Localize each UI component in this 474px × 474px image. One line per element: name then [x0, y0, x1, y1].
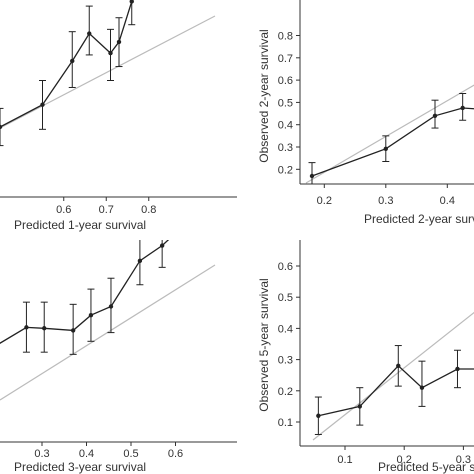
data-point — [357, 404, 362, 409]
y-tick-label: 0.4 — [278, 323, 293, 335]
x-axis-label: Predicted 2-year survival — [364, 212, 474, 226]
panel-3-year: 0.3 0.4 0.5 0.6 Predicted 3-year survival — [0, 202, 237, 474]
x-axis-label: Predicted 5-year survival — [378, 460, 474, 474]
x-tick-label: 0.8 — [141, 204, 156, 216]
panel-2-year: 0.20.30.40.50.20.30.40.50.60.70.8Predict… — [257, 0, 474, 226]
data-point — [137, 258, 143, 264]
y-axis-label: Observed 5-year survival — [257, 278, 271, 411]
y-tick-label: 0.7 — [278, 53, 293, 65]
x-tick-label: 0.7 — [99, 204, 114, 216]
reference-line — [305, 84, 474, 184]
data-point — [129, 0, 134, 4]
data-point — [455, 366, 460, 372]
data-point — [108, 304, 114, 309]
plot-area — [0, 202, 216, 401]
plot-area — [305, 84, 474, 184]
data-point — [0, 124, 3, 130]
x-tick-label: 0.3 — [456, 454, 471, 466]
y-tick-label: 0.2 — [278, 164, 293, 176]
x-tick-label: 0.3 — [378, 195, 393, 207]
data-point — [40, 102, 45, 107]
y-tick-label: 0.3 — [278, 355, 293, 367]
x-tick-label: 0.2 — [397, 454, 412, 466]
x-axis-label: Predicted 1-year survival — [14, 218, 146, 232]
panel-1-year: 0.6 0.7 0.8 Predicted 1-year survival — [0, 0, 237, 232]
x-tick-label: 0.3 — [34, 448, 49, 460]
y-tick-label: 0.6 — [278, 261, 293, 273]
x-tick-label: 0.4 — [440, 195, 455, 207]
data-point — [70, 58, 75, 64]
y-tick-label: 0.5 — [278, 292, 293, 304]
data-point — [24, 325, 29, 330]
y-tick-label: 0.3 — [278, 142, 293, 154]
x-tick-label: 0.5 — [123, 448, 138, 460]
data-point — [419, 385, 425, 390]
data-point — [42, 326, 47, 331]
panel-5-year: 0.10.20.30.40.10.20.30.40.50.6Predicted … — [257, 240, 474, 474]
data-point — [159, 243, 165, 248]
reference-line — [0, 15, 216, 129]
data-point — [460, 105, 465, 111]
x-tick-label: 0.6 — [56, 204, 71, 216]
y-tick-label: 0.5 — [278, 97, 293, 109]
x-tick-label: 0.6 — [168, 448, 183, 460]
plot-area — [312, 311, 474, 441]
x-tick-label: 0.2 — [317, 195, 332, 207]
y-tick-label: 0.4 — [278, 120, 293, 132]
data-point — [204, 202, 208, 206]
x-tick-label: 0.4 — [79, 448, 94, 460]
y-tick-label: 0.6 — [278, 75, 293, 87]
y-tick-label: 0.8 — [278, 31, 293, 43]
observed-series-line — [311, 107, 474, 177]
observed-series-line — [0, 0, 134, 128]
data-point — [87, 31, 92, 36]
x-axis-label: Predicted 3-year survival — [14, 460, 146, 474]
y-axis-label: Observed 2-year survival — [257, 29, 271, 162]
y-tick-label: 0.1 — [278, 417, 293, 429]
y-tick-label: 0.2 — [278, 386, 293, 398]
data-point — [309, 173, 315, 179]
reference-line — [312, 311, 474, 441]
data-point — [316, 413, 321, 418]
plot-area — [0, 0, 216, 147]
data-point — [383, 146, 388, 151]
data-point — [116, 39, 122, 45]
data-point — [108, 50, 113, 56]
x-tick-label: 0.1 — [337, 454, 352, 466]
data-point — [396, 363, 401, 369]
data-point — [432, 113, 438, 118]
observed-series-line — [318, 364, 474, 417]
data-point — [70, 328, 76, 333]
data-point — [88, 313, 94, 318]
